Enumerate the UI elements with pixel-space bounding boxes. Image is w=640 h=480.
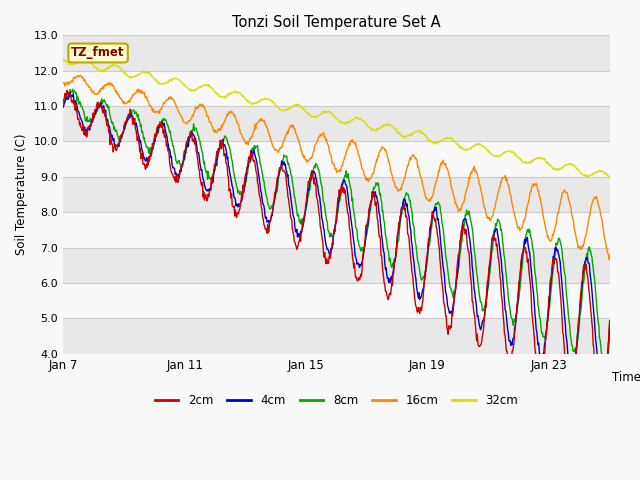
Bar (63, 36, 610, 71)
Bar (63, 177, 610, 212)
Legend: 2cm, 4cm, 8cm, 16cm, 32cm: 2cm, 4cm, 8cm, 16cm, 32cm (150, 389, 523, 411)
Title: Tonzi Soil Temperature Set A: Tonzi Soil Temperature Set A (232, 15, 441, 30)
Bar (63, 248, 610, 283)
Bar (63, 106, 610, 142)
Y-axis label: Soil Temperature (C): Soil Temperature (C) (15, 134, 28, 255)
Bar (63, 318, 610, 354)
Text: TZ_fmet: TZ_fmet (72, 47, 125, 60)
Bar (63, 212, 610, 248)
X-axis label: Time: Time (611, 372, 640, 384)
Bar (63, 283, 610, 318)
Bar (63, 71, 610, 106)
Bar (63, 142, 610, 177)
